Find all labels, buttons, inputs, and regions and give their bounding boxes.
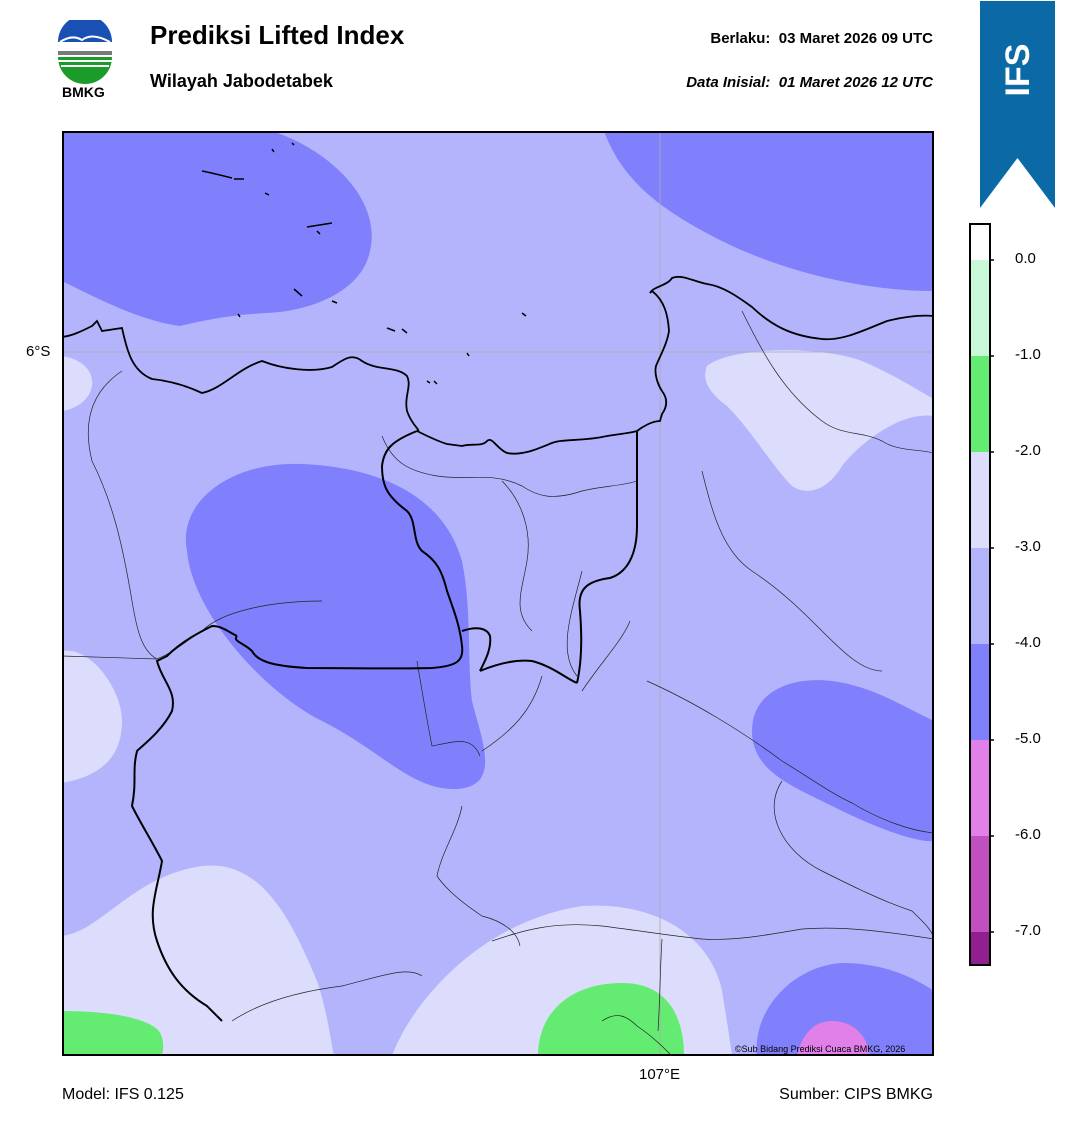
valid-value: 03 Maret 2026 09 UTC: [778, 30, 933, 47]
init-label: Data Inisial:: [686, 74, 771, 91]
model-label: Model: IFS 0.125: [62, 1086, 184, 1103]
colorbar-tick-2: -2.0: [1015, 442, 1041, 459]
init-time: Data Inisial: 01 Maret 2026 12 UTC: [686, 74, 933, 91]
contour-green-sw: [62, 1011, 164, 1056]
map-frame: [62, 131, 934, 1056]
islands: [201, 142, 527, 385]
map-panel: ©Sub Bidang Prediksi Cuaca BMKG, 2026: [62, 131, 934, 1056]
page-title: Prediksi Lifted Index: [150, 20, 405, 50]
logo-text: BMKG: [62, 84, 105, 100]
lon-label-107e: 107°E: [639, 1066, 681, 1083]
lat-label-6s: 6°S: [26, 343, 51, 360]
contour-sw: [62, 865, 334, 1056]
ifs-badge: [980, 1, 1055, 208]
init-value: 01 Maret 2026 12 UTC: [778, 74, 933, 91]
contour-pink-se: [797, 1021, 870, 1056]
bmkg-logo: [52, 15, 118, 86]
copyright: ©Sub Bidang Prediksi Cuaca BMKG, 2026: [735, 1044, 905, 1054]
contour-green-south: [538, 983, 684, 1056]
colorbar-tick-1: -1.0: [1015, 346, 1041, 363]
ifs-badge-shape: [980, 1, 1055, 208]
province-borders: [130, 430, 638, 1022]
contour-wedge-ne: [705, 350, 934, 491]
map-canvas: ©Sub Bidang Prediksi Cuaca BMKG, 2026: [62, 131, 934, 1056]
contour-west-lobe: [62, 650, 122, 783]
page-subtitle: Wilayah Jabodetabek: [150, 71, 333, 91]
colorbar-tick-4: -4.0: [1015, 634, 1041, 651]
valid-time: Berlaku: 03 Maret 2026 09 UTC: [710, 30, 933, 47]
contour-east: [752, 680, 934, 842]
colorbar-tick-6: -6.0: [1015, 826, 1041, 843]
ifs-badge-text: IFS: [998, 43, 1037, 97]
contour-west-dot: [62, 356, 93, 411]
coastline: [62, 275, 934, 455]
valid-label: Berlaku:: [710, 30, 771, 47]
colorbar: [968, 222, 996, 967]
colorbar-tick-3: -3.0: [1015, 538, 1041, 555]
bmkg-logo-icon: [58, 15, 112, 84]
source-label: Sumber: CIPS BMKG: [779, 1086, 933, 1103]
colorbar-svg: [969, 223, 996, 966]
colorbar-tick-0: 0.0: [1015, 250, 1036, 267]
contour-ne: [604, 131, 934, 291]
colorbar-tick-5: -5.0: [1015, 730, 1041, 747]
contour-se: [756, 963, 934, 1056]
contour-center: [185, 463, 486, 790]
colorbar-tick-7: -7.0: [1015, 922, 1041, 939]
regency-borders: [62, 310, 934, 1056]
contour-nw: [62, 131, 372, 326]
